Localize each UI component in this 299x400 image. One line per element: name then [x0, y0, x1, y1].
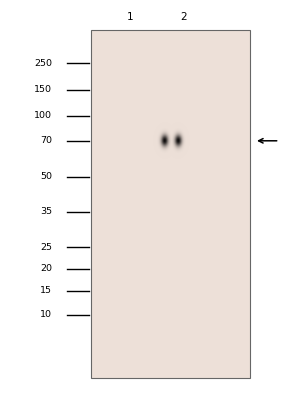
- Text: 15: 15: [40, 286, 52, 295]
- Text: 2: 2: [181, 12, 187, 22]
- Text: 150: 150: [34, 86, 52, 94]
- Bar: [91, 30, 250, 378]
- Text: 1: 1: [127, 12, 133, 22]
- Text: 70: 70: [40, 136, 52, 145]
- Text: 100: 100: [34, 112, 52, 120]
- Text: 50: 50: [40, 172, 52, 181]
- Text: 20: 20: [40, 264, 52, 273]
- Text: 250: 250: [34, 59, 52, 68]
- Text: 10: 10: [40, 310, 52, 319]
- Text: 25: 25: [40, 243, 52, 252]
- Text: 35: 35: [40, 208, 52, 216]
